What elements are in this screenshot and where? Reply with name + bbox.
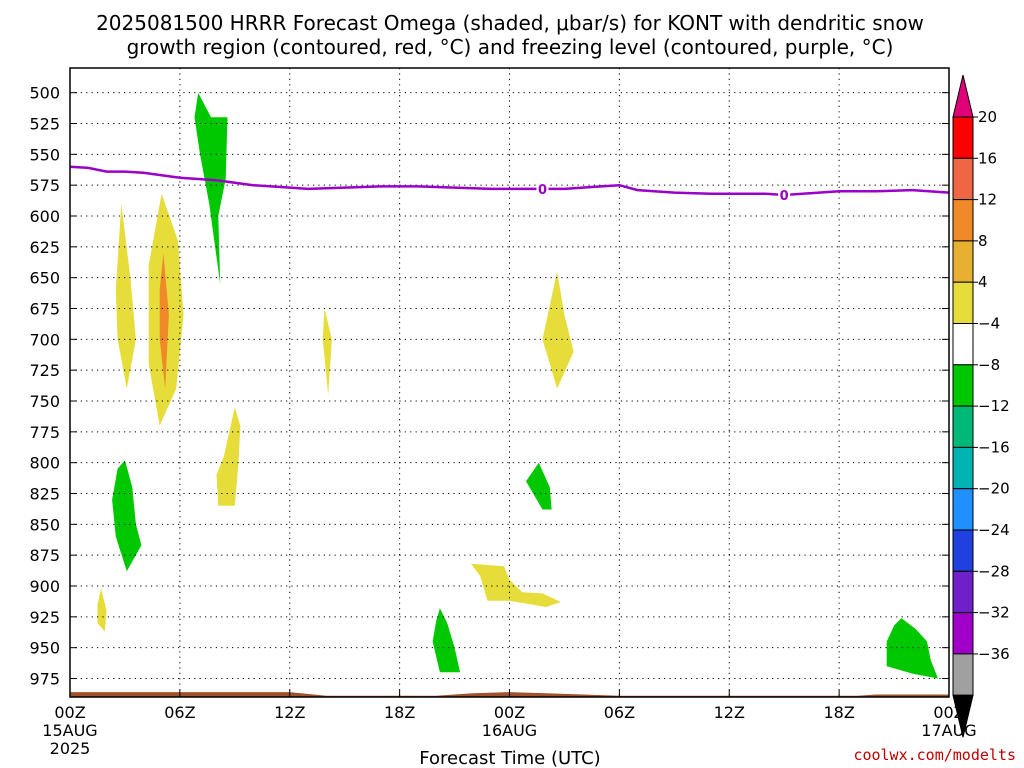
x-tick-label: 18Z xyxy=(823,703,854,722)
colorbar-swatch xyxy=(952,653,974,696)
omega-region-8 xyxy=(542,271,574,389)
y-axis-ticks: 500 525 550 575 600 625 650 675 700 725 750 775 800 8… xyxy=(29,84,949,689)
y-tick-label: 825 xyxy=(29,485,60,504)
colorbar-swatch xyxy=(952,116,974,159)
colorbar-swatch xyxy=(952,281,974,325)
y-tick-label: 725 xyxy=(29,361,60,380)
colorbar-swatch xyxy=(952,323,974,366)
y-tick-label: 650 xyxy=(29,269,60,288)
x-tick-date: 16AUG xyxy=(482,721,537,740)
x-tick-date: 15AUG xyxy=(42,721,97,740)
colorbar-tick-label: −16 xyxy=(978,438,1010,456)
colorbar-swatch xyxy=(952,405,974,448)
x-tick-label: 12Z xyxy=(714,703,745,722)
colorbar-tick-label: −4 xyxy=(978,315,1000,333)
colorbar-tick-label: 20 xyxy=(978,108,997,126)
colorbar-tick-label: 8 xyxy=(978,232,988,250)
y-tick-label: 950 xyxy=(29,639,60,658)
colorbar-tick-label: −12 xyxy=(978,397,1010,415)
y-tick-label: 925 xyxy=(29,608,60,627)
colorbar-tick-label: −8 xyxy=(978,356,1000,374)
credit-text: coolwx.com/modelts xyxy=(853,746,1016,764)
y-tick-label: 600 xyxy=(29,207,60,226)
omega-region-11 xyxy=(432,608,461,673)
chart-title-line-1: 2025081500 HRRR Forecast Omega (shaded, … xyxy=(96,11,924,35)
chart-title-line-2: growth region (contoured, red, °C) and f… xyxy=(127,35,894,59)
freezing-label-bg xyxy=(536,180,549,197)
colorbar-swatch xyxy=(952,199,974,242)
x-tick-label: 00Z xyxy=(494,703,525,722)
omega-region-2 xyxy=(159,253,169,389)
y-tick-label: 875 xyxy=(29,546,60,565)
y-tick-label: 775 xyxy=(29,423,60,442)
colorbar-tick-label: −20 xyxy=(978,480,1010,498)
x-tick-date: 17AUG xyxy=(921,721,976,740)
omega-region-4 xyxy=(322,308,332,395)
colorbar-swatch xyxy=(952,529,974,572)
colorbar-tick-label: −32 xyxy=(978,604,1010,622)
x-axis-title: Forecast Time (UTC) xyxy=(419,748,600,768)
x-tick-label: 00Z xyxy=(54,703,85,722)
colorbar-swatch xyxy=(952,364,974,407)
x-tick-label: 06Z xyxy=(604,703,635,722)
omega-shaded-regions xyxy=(97,92,938,679)
colorbar-swatch xyxy=(952,488,974,531)
colorbar-swatch xyxy=(952,570,974,614)
x-tick-label: 18Z xyxy=(384,703,415,722)
colorbar-swatch xyxy=(952,446,974,490)
omega-region-6 xyxy=(112,460,142,572)
omega-region-10 xyxy=(471,563,561,607)
omega-region-0 xyxy=(115,203,136,389)
omega-region-5 xyxy=(216,407,241,506)
colorbar-swatch xyxy=(952,240,974,283)
omega-colorbar: 20 16 12 8 4 −4 −8 −12 −16 −20 −24 −28 −32 −36 xyxy=(952,74,1010,738)
omega-region-3 xyxy=(194,92,228,284)
y-tick-label: 575 xyxy=(29,176,60,195)
colorbar-swatch xyxy=(952,157,974,201)
y-tick-label: 975 xyxy=(29,670,60,689)
omega-region-9 xyxy=(526,462,552,510)
y-tick-label: 700 xyxy=(29,330,60,349)
y-tick-label: 850 xyxy=(29,515,60,534)
colorbar-swatch xyxy=(952,612,974,655)
x-tick-label: 06Z xyxy=(164,703,195,722)
colorbar-tick-label: −24 xyxy=(978,521,1010,539)
y-tick-label: 750 xyxy=(29,392,60,411)
colorbar-bottom-arrow xyxy=(952,694,974,738)
colorbar-tick-label: 12 xyxy=(978,191,997,209)
freezing-level-label: 0 xyxy=(538,183,547,198)
y-tick-label: 625 xyxy=(29,238,60,257)
freezing-label-bg xyxy=(778,187,791,204)
y-tick-label: 900 xyxy=(29,577,60,596)
colorbar-tick-label: 4 xyxy=(978,273,988,291)
y-tick-label: 500 xyxy=(29,84,60,103)
y-tick-label: 675 xyxy=(29,300,60,319)
y-tick-label: 550 xyxy=(29,145,60,164)
y-tick-label: 800 xyxy=(29,454,60,473)
freezing-level-label: 0 xyxy=(780,189,789,204)
colorbar-tick-label: −28 xyxy=(978,562,1010,580)
x-tick-label: 12Z xyxy=(274,703,305,722)
colorbar-tick-label: 16 xyxy=(978,149,997,167)
omega-region-7 xyxy=(97,588,107,632)
omega-region-12 xyxy=(886,618,938,679)
y-tick-label: 525 xyxy=(29,115,60,134)
colorbar-tick-label: −36 xyxy=(978,645,1010,663)
grid-lines xyxy=(70,68,949,697)
x-tick-year: 2025 xyxy=(50,739,91,758)
colorbar-top-arrow xyxy=(952,74,974,118)
